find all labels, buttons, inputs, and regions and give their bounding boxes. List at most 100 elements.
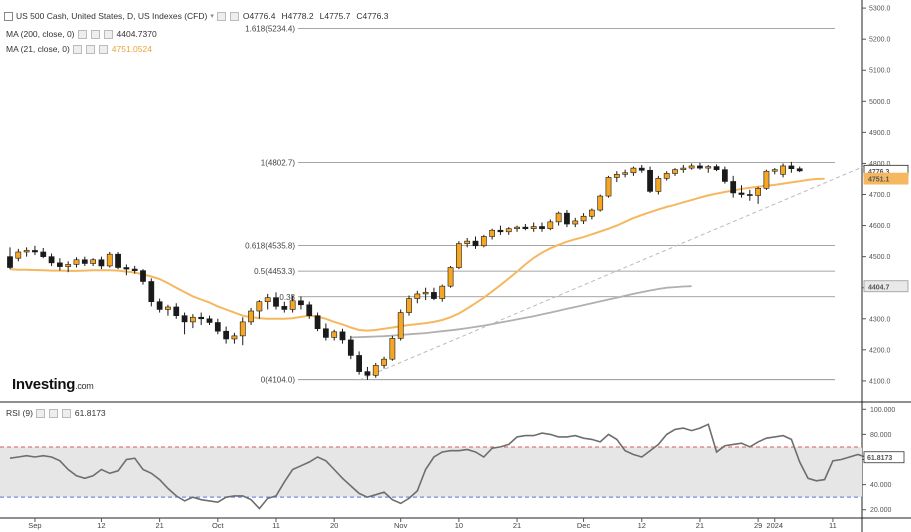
candle bbox=[264, 293, 271, 310]
candle bbox=[48, 253, 55, 266]
candle-body bbox=[547, 221, 554, 229]
candle bbox=[763, 169, 770, 190]
candle-body bbox=[223, 330, 230, 340]
remove-icon[interactable] bbox=[98, 44, 108, 54]
candle bbox=[447, 265, 454, 288]
candle bbox=[788, 161, 795, 173]
candle-body bbox=[705, 166, 712, 169]
fib-level-label: 0.38 bbox=[279, 293, 295, 302]
candle bbox=[431, 287, 437, 301]
ma21-label: MA (21, close, 0) bbox=[6, 44, 70, 54]
candle-body bbox=[406, 298, 412, 313]
candle-body bbox=[48, 256, 55, 264]
candle-body bbox=[7, 256, 13, 268]
candle bbox=[306, 301, 313, 319]
remove-icon[interactable] bbox=[103, 29, 113, 39]
candle bbox=[555, 211, 562, 226]
visibility-icon[interactable] bbox=[35, 408, 45, 418]
candle bbox=[647, 166, 653, 193]
visibility-icon[interactable] bbox=[216, 11, 226, 21]
candle-body bbox=[788, 165, 795, 170]
ma21-legend: MA (21, close, 0) 4751.0524 bbox=[6, 44, 152, 54]
candle-body bbox=[140, 270, 146, 282]
candle-body bbox=[106, 253, 113, 267]
fib-level-label: 0.618(4535.8) bbox=[245, 242, 295, 251]
time-tick-label: 12 bbox=[97, 521, 105, 530]
settings-icon[interactable] bbox=[85, 44, 95, 54]
candle-body bbox=[721, 169, 728, 182]
settings-icon[interactable] bbox=[48, 408, 58, 418]
visibility-icon[interactable] bbox=[72, 44, 82, 54]
candle-body bbox=[447, 267, 454, 287]
candle bbox=[173, 303, 180, 319]
candle bbox=[339, 328, 346, 344]
candle bbox=[181, 312, 188, 335]
candle bbox=[322, 323, 329, 341]
candle-body bbox=[647, 169, 653, 192]
candle-body bbox=[630, 167, 637, 174]
candle-body bbox=[555, 212, 562, 223]
rsi-badge-label: 61.8173 bbox=[867, 455, 892, 462]
ma200-value: 4404.7370 bbox=[116, 29, 157, 39]
candle bbox=[472, 236, 479, 249]
candle-body bbox=[81, 259, 88, 264]
candle bbox=[730, 175, 737, 198]
candle bbox=[672, 168, 678, 176]
candle bbox=[464, 238, 471, 248]
candle bbox=[638, 164, 645, 173]
candle-body bbox=[530, 226, 537, 229]
rsi-tick-label: 20.000 bbox=[870, 507, 892, 514]
candle bbox=[755, 186, 762, 204]
candle bbox=[381, 356, 387, 369]
candle-body bbox=[206, 318, 213, 323]
candle-body bbox=[156, 301, 163, 310]
candle-body bbox=[688, 165, 695, 169]
candle bbox=[697, 162, 703, 170]
settings-icon[interactable] bbox=[229, 11, 239, 21]
candle bbox=[65, 261, 72, 273]
candle-body bbox=[680, 167, 687, 170]
candle-body bbox=[364, 371, 371, 376]
price-tick-label: 4700.0 bbox=[869, 192, 891, 199]
price-tick-label: 4600.0 bbox=[869, 223, 891, 230]
candle-body bbox=[389, 338, 396, 360]
candle-body bbox=[264, 297, 271, 302]
candle-body bbox=[572, 220, 579, 225]
candle bbox=[738, 185, 745, 198]
candle bbox=[239, 317, 246, 346]
remove-icon[interactable] bbox=[61, 408, 71, 418]
candle bbox=[455, 241, 462, 270]
settings-icon[interactable] bbox=[90, 29, 100, 39]
rsi-band bbox=[0, 446, 862, 498]
candle bbox=[32, 245, 38, 256]
visibility-icon[interactable] bbox=[77, 29, 87, 39]
candle bbox=[256, 300, 263, 319]
candle-body bbox=[356, 355, 363, 372]
candle-body bbox=[697, 165, 703, 169]
price-tick-label: 4800.0 bbox=[869, 161, 891, 168]
time-tick-label: Sep bbox=[28, 521, 41, 530]
collapse-legend-icon[interactable] bbox=[4, 12, 13, 21]
candle-body bbox=[755, 187, 762, 196]
candle-body bbox=[480, 236, 487, 247]
candle bbox=[231, 332, 238, 344]
price-tick-label: 5100.0 bbox=[869, 68, 891, 75]
fib-level-label: 1.618(5234.4) bbox=[245, 24, 295, 33]
candle-body bbox=[638, 167, 645, 171]
candle bbox=[746, 189, 753, 201]
candle-body bbox=[281, 306, 288, 310]
chevron-down-icon[interactable]: ▾ bbox=[210, 13, 214, 20]
candle-body bbox=[32, 250, 38, 253]
candle bbox=[73, 257, 80, 268]
candle-body bbox=[239, 321, 246, 337]
candle bbox=[622, 169, 629, 178]
price-tick-label: 4900.0 bbox=[869, 130, 891, 137]
candle bbox=[705, 164, 712, 173]
close-value: C4776.3 bbox=[356, 11, 389, 21]
price-badge bbox=[863, 172, 909, 185]
candle-body bbox=[489, 229, 496, 237]
candle bbox=[248, 307, 254, 325]
candle bbox=[497, 225, 504, 235]
price-badge-label: 4751.1 bbox=[868, 177, 890, 184]
